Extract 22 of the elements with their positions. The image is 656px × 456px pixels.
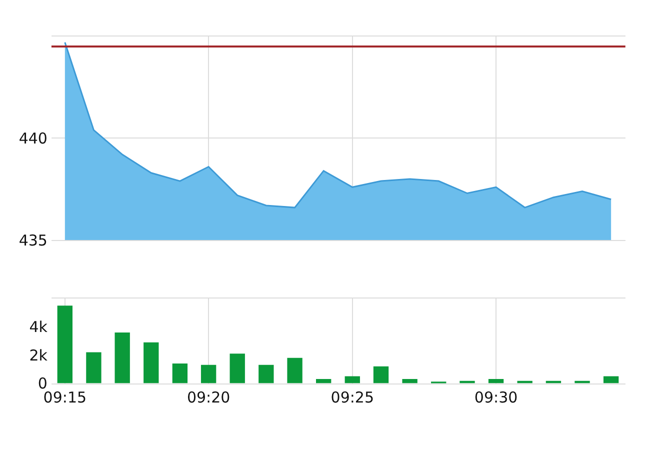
bar: [258, 364, 274, 384]
bar: [114, 332, 130, 384]
y-tick-label: 2k: [29, 346, 48, 364]
bar: [86, 352, 102, 384]
y-tick-label: 435: [18, 231, 48, 250]
bar: [603, 376, 619, 384]
bar: [402, 379, 418, 384]
bar: [316, 379, 332, 384]
bar: [287, 358, 302, 384]
bar: [230, 354, 245, 384]
y-tick-label: 440: [18, 129, 48, 148]
bar: [172, 364, 188, 384]
bar: [344, 376, 360, 384]
x-tick-label: 09:20: [186, 388, 230, 406]
x-tick-label: 09:25: [330, 388, 374, 406]
bar: [200, 364, 216, 384]
bar: [144, 342, 159, 384]
bar: [488, 379, 504, 384]
x-tick-label: 09:30: [474, 388, 518, 406]
bar: [57, 306, 73, 384]
bar: [373, 366, 389, 384]
y-tick-label: 4k: [29, 318, 48, 336]
